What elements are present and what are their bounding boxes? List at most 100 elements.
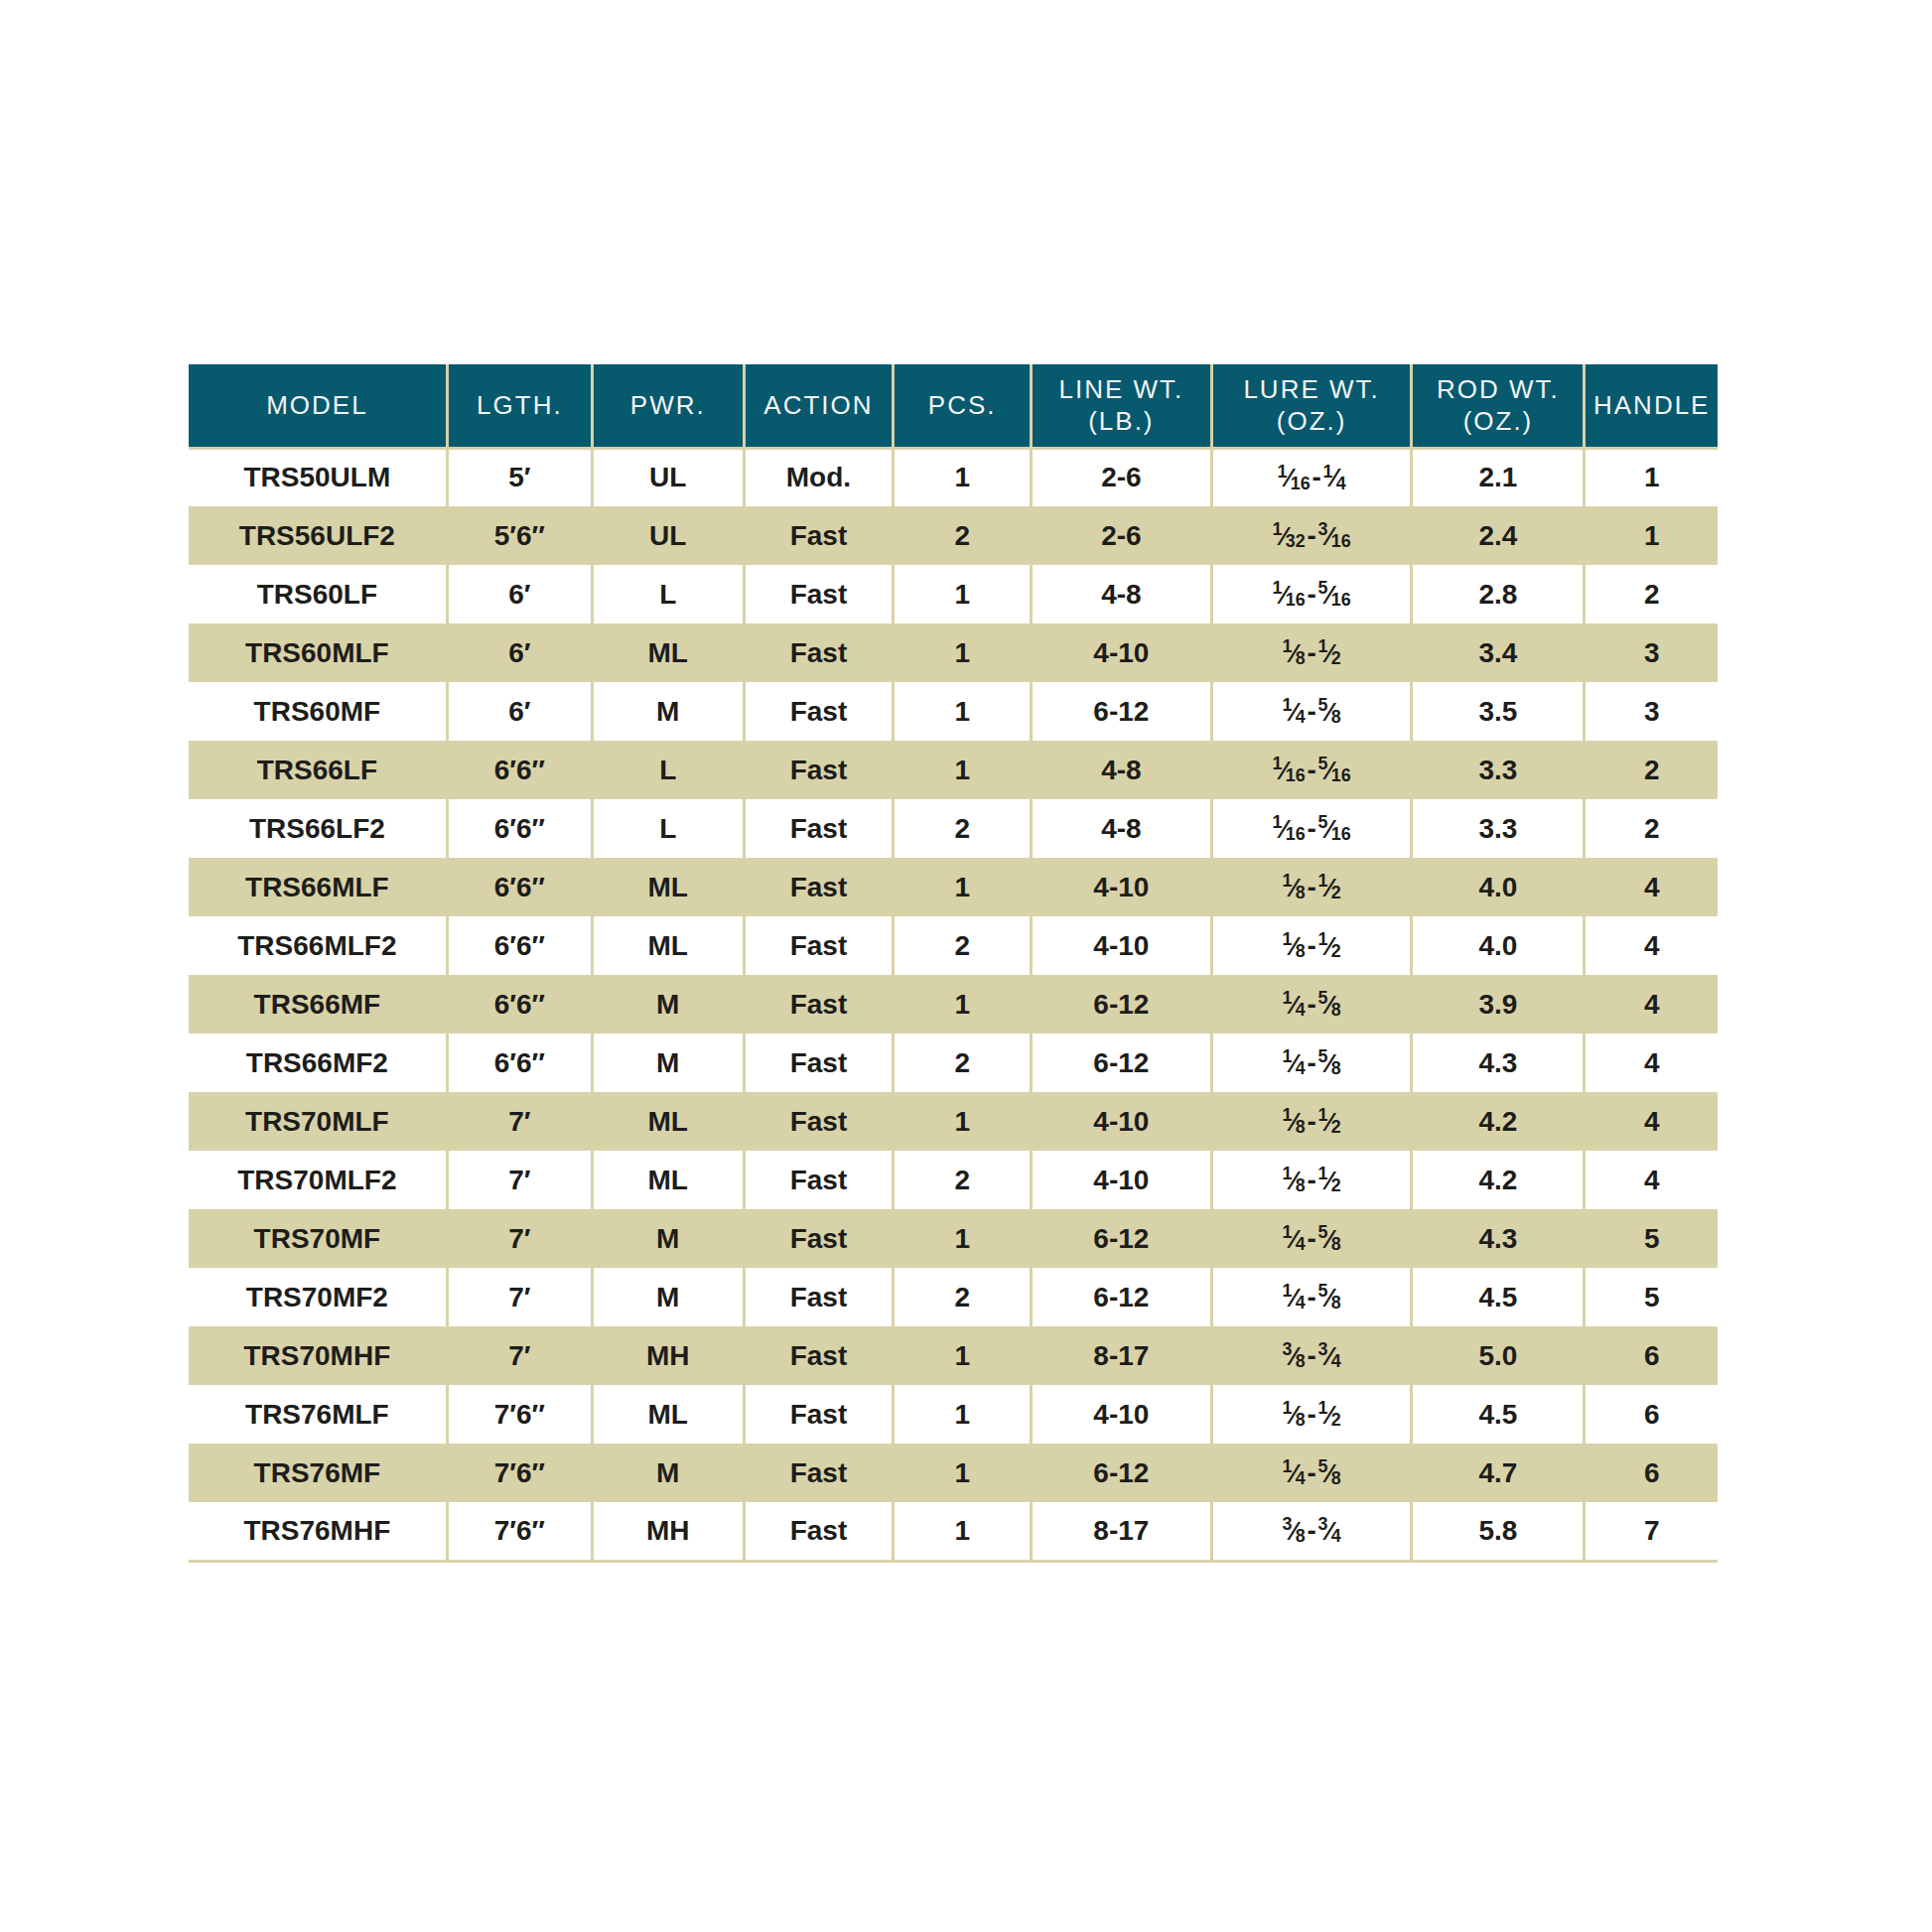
cell-handle: 5 (1585, 1209, 1718, 1268)
cell-line_wt: 4-10 (1032, 1092, 1212, 1151)
cell-lure_wt: 1⁄4-5⁄8 (1211, 682, 1412, 741)
column-header-model: MODEL (189, 364, 447, 448)
cell-action: Fast (744, 565, 894, 623)
cell-handle: 4 (1585, 1092, 1718, 1151)
cell-handle: 4 (1585, 916, 1718, 975)
cell-handle: 1 (1585, 506, 1718, 565)
cell-action: Fast (744, 1502, 894, 1561)
cell-handle: 5 (1585, 1268, 1718, 1326)
cell-line_wt: 4-8 (1032, 799, 1212, 858)
cell-rod_wt: 4.5 (1412, 1268, 1585, 1326)
cell-model: TRS56ULF2 (189, 506, 447, 565)
cell-rod_wt: 2.1 (1412, 448, 1585, 506)
cell-action: Fast (744, 799, 894, 858)
cell-model: TRS70MF2 (189, 1268, 447, 1326)
cell-handle: 6 (1585, 1444, 1718, 1502)
cell-action: Fast (744, 1326, 894, 1385)
table-row: TRS76MHF7′6″MHFast18-173⁄8-3⁄45.87 (189, 1502, 1718, 1561)
cell-model: TRS70MHF (189, 1326, 447, 1385)
cell-length: 6′ (447, 623, 592, 682)
cell-length: 7′ (447, 1092, 592, 1151)
cell-power: L (593, 741, 744, 799)
column-header-line_wt-unit: (LB.) (1033, 405, 1210, 438)
cell-line_wt: 2-6 (1032, 506, 1212, 565)
cell-handle: 2 (1585, 741, 1718, 799)
cell-pieces: 2 (894, 916, 1032, 975)
cell-power: ML (593, 858, 744, 916)
cell-action: Fast (744, 623, 894, 682)
table-row: TRS66MF6′6″MFast16-121⁄4-5⁄83.94 (189, 975, 1718, 1034)
cell-rod_wt: 4.3 (1412, 1209, 1585, 1268)
cell-length: 7′ (447, 1209, 592, 1268)
cell-power: L (593, 565, 744, 623)
cell-power: M (593, 975, 744, 1034)
cell-line_wt: 4-8 (1032, 565, 1212, 623)
cell-length: 6′6″ (447, 799, 592, 858)
cell-length: 7′6″ (447, 1502, 592, 1561)
cell-model: TRS60LF (189, 565, 447, 623)
cell-handle: 4 (1585, 1034, 1718, 1092)
cell-handle: 6 (1585, 1326, 1718, 1385)
cell-power: MH (593, 1502, 744, 1561)
table-row: TRS70MLF27′MLFast24-101⁄8-1⁄24.24 (189, 1151, 1718, 1209)
cell-length: 5′6″ (447, 506, 592, 565)
table-row: TRS60MLF6′MLFast14-101⁄8-1⁄23.43 (189, 623, 1718, 682)
cell-rod_wt: 5.0 (1412, 1326, 1585, 1385)
column-header-length: LGTH. (447, 364, 592, 448)
table-row: TRS76MLF7′6″MLFast14-101⁄8-1⁄24.56 (189, 1385, 1718, 1444)
cell-action: Fast (744, 1034, 894, 1092)
cell-handle: 3 (1585, 623, 1718, 682)
column-header-action: ACTION (744, 364, 894, 448)
table-row: TRS66LF26′6″LFast24-81⁄16-5⁄163.32 (189, 799, 1718, 858)
cell-pieces: 1 (894, 623, 1032, 682)
cell-lure_wt: 1⁄4-5⁄8 (1211, 1444, 1412, 1502)
cell-line_wt: 4-10 (1032, 623, 1212, 682)
cell-line_wt: 4-8 (1032, 741, 1212, 799)
cell-rod_wt: 3.4 (1412, 623, 1585, 682)
cell-pieces: 2 (894, 506, 1032, 565)
cell-pieces: 1 (894, 1326, 1032, 1385)
cell-rod_wt: 2.8 (1412, 565, 1585, 623)
cell-rod_wt: 4.2 (1412, 1092, 1585, 1151)
cell-lure_wt: 1⁄8-1⁄2 (1211, 1151, 1412, 1209)
cell-rod_wt: 3.3 (1412, 741, 1585, 799)
cell-rod_wt: 3.9 (1412, 975, 1585, 1034)
cell-handle: 4 (1585, 1151, 1718, 1209)
cell-pieces: 1 (894, 565, 1032, 623)
table-row: TRS66LF6′6″LFast14-81⁄16-5⁄163.32 (189, 741, 1718, 799)
cell-rod_wt: 4.7 (1412, 1444, 1585, 1502)
cell-rod_wt: 4.5 (1412, 1385, 1585, 1444)
cell-lure_wt: 3⁄8-3⁄4 (1211, 1502, 1412, 1561)
cell-line_wt: 4-10 (1032, 916, 1212, 975)
column-header-lure_wt-unit: (OZ.) (1213, 405, 1411, 438)
cell-action: Fast (744, 916, 894, 975)
cell-line_wt: 6-12 (1032, 1268, 1212, 1326)
table-row: TRS66MF26′6″MFast26-121⁄4-5⁄84.34 (189, 1034, 1718, 1092)
cell-line_wt: 4-10 (1032, 1385, 1212, 1444)
cell-length: 6′6″ (447, 916, 592, 975)
cell-length: 7′6″ (447, 1385, 592, 1444)
cell-lure_wt: 3⁄8-3⁄4 (1211, 1326, 1412, 1385)
cell-action: Fast (744, 1209, 894, 1268)
cell-model: TRS76MLF (189, 1385, 447, 1444)
cell-action: Fast (744, 858, 894, 916)
cell-line_wt: 2-6 (1032, 448, 1212, 506)
table-row: TRS70MF7′MFast16-121⁄4-5⁄84.35 (189, 1209, 1718, 1268)
cell-line_wt: 6-12 (1032, 975, 1212, 1034)
cell-rod_wt: 5.8 (1412, 1502, 1585, 1561)
column-header-pieces: PCS. (894, 364, 1032, 448)
cell-model: TRS70MF (189, 1209, 447, 1268)
cell-length: 6′ (447, 565, 592, 623)
cell-action: Fast (744, 1268, 894, 1326)
cell-power: M (593, 1034, 744, 1092)
cell-handle: 1 (1585, 448, 1718, 506)
table-row: TRS70MHF7′MHFast18-173⁄8-3⁄45.06 (189, 1326, 1718, 1385)
cell-power: ML (593, 1385, 744, 1444)
cell-lure_wt: 1⁄4-5⁄8 (1211, 1034, 1412, 1092)
cell-pieces: 1 (894, 1092, 1032, 1151)
cell-lure_wt: 1⁄4-5⁄8 (1211, 1268, 1412, 1326)
cell-handle: 7 (1585, 1502, 1718, 1561)
cell-pieces: 1 (894, 682, 1032, 741)
column-header-power: PWR. (593, 364, 744, 448)
column-header-handle: HANDLE (1585, 364, 1718, 448)
